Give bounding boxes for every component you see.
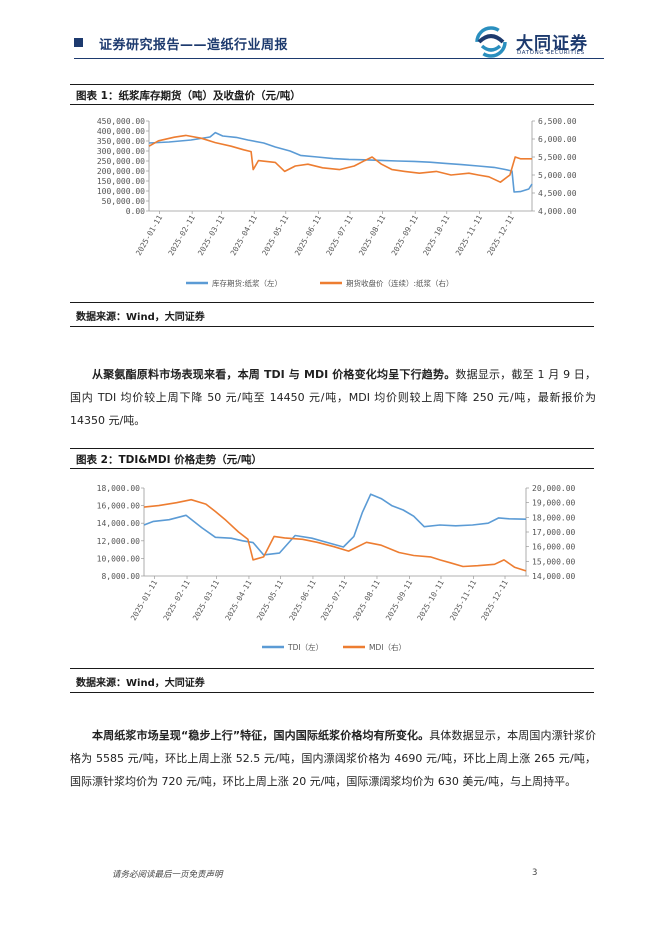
figure2-bottom-rule (70, 668, 594, 669)
series-line-left (143, 493, 527, 556)
right-tick-label: 14,000.00 (532, 572, 576, 581)
left-tick-label: 450,000.00 (97, 117, 145, 126)
figure2-top-rule (70, 448, 594, 449)
right-tick-label: 19,000.00 (532, 499, 576, 508)
legend-label: 期货收盘价（连续）:纸浆（右） (346, 278, 454, 288)
x-tick-label: 2025-09-11 (390, 214, 420, 258)
left-tick-label: 16,000.00 (97, 502, 141, 511)
right-tick-label: 17,000.00 (532, 528, 576, 537)
x-tick-label: 2025-05-11 (260, 213, 290, 257)
right-tick-label: 6,000.00 (538, 135, 577, 144)
left-tick-label: 14,000.00 (97, 519, 141, 528)
figure1-bottom-rule (70, 302, 594, 303)
figure1-title-rule (70, 104, 594, 105)
x-tick-label: 2025-12-11 (479, 579, 509, 623)
series-line-left (148, 131, 533, 193)
datong-logo-icon (475, 26, 507, 58)
logo-en-text: DATONG SECURITIES (517, 50, 585, 56)
x-tick-label: 2025-11-11 (448, 579, 478, 623)
paragraph-polyurethane: 从聚氨酯原料市场表现来看，本周 TDI 与 MDI 价格变化均呈下行趋势。数据显… (70, 363, 596, 432)
x-tick-label: 2025-07-11 (319, 579, 349, 623)
left-tick-label: 150,000.00 (97, 177, 145, 186)
legend-label: TDI（左） (287, 642, 323, 652)
paragraph2-lead: 本周纸浆市场呈现“稳步上行”特征，国内国际纸浆价格均有所变化。 (92, 729, 430, 742)
right-tick-label: 15,000.00 (532, 557, 576, 566)
right-tick-label: 4,500.00 (538, 189, 577, 198)
paragraph2-body: 具体数据显示，本周国内漂针浆价格为 5585 元/吨，环比上周上涨 52.5 元… (70, 729, 597, 788)
left-tick-label: 250,000.00 (97, 157, 145, 166)
left-tick-label: 100,000.00 (97, 187, 145, 196)
right-tick-label: 18,000.00 (532, 513, 576, 522)
x-tick-label: 2025-02-11 (161, 579, 191, 623)
paragraph-pulp-market: 本周纸浆市场呈现“稳步上行”特征，国内国际纸浆价格均有所变化。具体数据显示，本周… (70, 724, 596, 793)
x-tick-label: 2025-12-11 (485, 214, 515, 258)
x-tick-label: 2025-01-11 (129, 579, 159, 623)
right-tick-label: 6,500.00 (538, 117, 577, 126)
x-tick-label: 2025-01-11 (134, 214, 164, 258)
logo-cn-text: 大同证券 (516, 34, 588, 54)
legend-label: 库存期货:纸浆（左） (212, 278, 282, 288)
x-tick-label: 2025-08-11 (357, 214, 387, 258)
x-tick-label: 2025-11-11 (454, 214, 484, 258)
paragraph1-lead: 从聚氨酯原料市场表现来看，本周 TDI 与 MDI 价格变化均呈下行趋势。 (92, 368, 456, 381)
x-tick-label: 2025-04-11 (229, 214, 259, 258)
left-tick-label: 350,000.00 (97, 137, 145, 146)
x-tick-label: 2025-06-11 (293, 214, 323, 258)
x-tick-label: 2025-06-11 (287, 579, 317, 623)
figure2-source-rule (70, 692, 594, 693)
left-tick-label: 400,000.00 (97, 127, 145, 136)
left-tick-label: 0.00 (126, 207, 145, 216)
report-title: 证券研究报告——造纸行业周报 (99, 38, 289, 53)
x-tick-label: 2025-09-11 (384, 579, 414, 623)
page-number: 3 (532, 868, 538, 878)
right-tick-label: 5,000.00 (538, 171, 577, 180)
header-rule (74, 58, 604, 59)
left-tick-label: 200,000.00 (97, 167, 145, 176)
x-tick-label: 2025-04-11 (223, 579, 253, 623)
left-tick-label: 50,000.00 (102, 197, 146, 206)
tdi-mdi-price-chart: 8,000.00 10,000.00 12,000.00 14,000.00 16,00… (97, 484, 576, 652)
paragraph1-body: 数据显示，截至 1 月 9 日，国内 TDI 均价较上周下降 50 元/吨至 1… (70, 368, 597, 427)
left-tick-label: 12,000.00 (97, 537, 141, 546)
right-tick-label: 5,500.00 (538, 153, 577, 162)
left-tick-label: 8,000.00 (101, 572, 140, 581)
x-tick-label: 2025-08-11 (351, 579, 381, 623)
left-tick-label: 300,000.00 (97, 147, 145, 156)
figure2-title-rule (70, 468, 594, 469)
pulp-inventory-price-chart: 0.0050,000.00100,000.00150,000.00200,000… (97, 117, 577, 288)
left-tick-label: 18,000.00 (97, 484, 141, 493)
x-tick-label: 2025-02-11 (166, 214, 196, 258)
series-line-right (143, 498, 527, 572)
x-tick-label: 2025-03-11 (191, 579, 221, 623)
right-tick-label: 4,000.00 (538, 207, 577, 216)
x-tick-label: 2025-05-11 (255, 579, 285, 623)
figure1-title: 图表 1：纸浆库存期货（吨）及收盘价（元/吨） (76, 90, 301, 102)
figure2-source: 数据来源：Wind，大同证券 (76, 678, 205, 689)
right-tick-label: 16,000.00 (532, 543, 576, 552)
legend-label: MDI（右） (369, 642, 406, 652)
figure1-top-rule (70, 84, 594, 85)
figure1-source: 数据来源：Wind，大同证券 (76, 312, 205, 323)
x-tick-label: 2025-10-11 (415, 579, 445, 623)
header-square (74, 38, 83, 47)
series-line-right (148, 134, 532, 183)
right-tick-label: 20,000.00 (532, 484, 576, 493)
figure1-source-rule (70, 326, 594, 327)
left-tick-label: 10,000.00 (97, 554, 141, 563)
footer-disclaimer: 请务必阅读最后一页免责声明 (112, 870, 223, 880)
x-tick-label: 2025-03-11 (196, 214, 226, 258)
x-tick-label: 2025-07-11 (324, 214, 354, 258)
x-tick-label: 2025-10-11 (421, 214, 451, 258)
figure2-title: 图表 2：TDI&MDI 价格走势（元/吨） (76, 454, 262, 466)
